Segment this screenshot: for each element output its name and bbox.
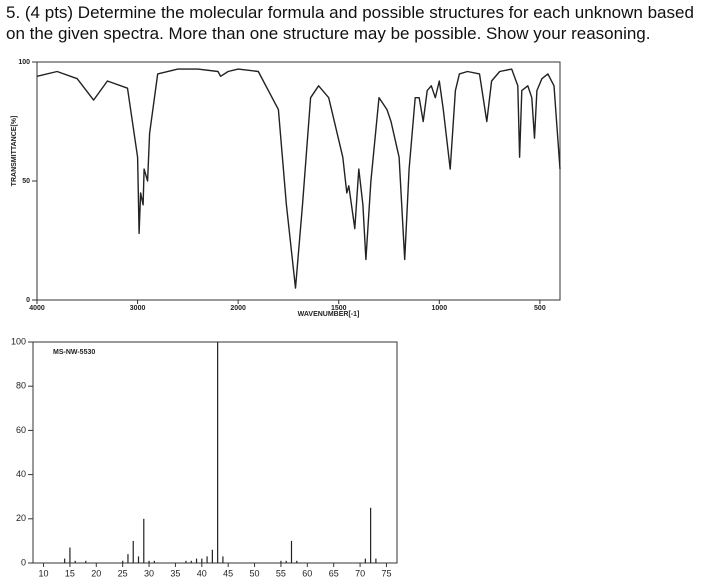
x-tick-label: 55 xyxy=(276,568,286,578)
spectrum-label: MS-NW-5530 xyxy=(53,349,95,356)
x-tick-label: 10 xyxy=(39,568,49,578)
x-tick-label: 25 xyxy=(118,568,128,578)
x-tick-label: 2000 xyxy=(230,305,246,312)
x-tick-label: 70 xyxy=(355,568,365,578)
x-tick-label: 65 xyxy=(329,568,339,578)
x-tick-label: 15 xyxy=(65,568,75,578)
y-tick-label: 20 xyxy=(16,513,26,523)
plot-frame xyxy=(32,341,398,564)
y-tick-label: 0 xyxy=(21,557,26,567)
ir-trace xyxy=(36,68,561,289)
x-tick-label: 35 xyxy=(170,568,180,578)
y-tick-label: 80 xyxy=(16,381,26,391)
x-tick-label: 75 xyxy=(381,568,391,578)
y-axis-label: TRANSMITTANCE[%] xyxy=(11,116,18,187)
x-tick-label: 45 xyxy=(223,568,233,578)
x-tick-label: 30 xyxy=(144,568,154,578)
x-tick-label: 4000 xyxy=(29,305,45,312)
plot-frame xyxy=(36,61,561,301)
y-tick-label: 100 xyxy=(11,336,26,346)
x-tick-label: 50 xyxy=(250,568,260,578)
x-tick-label: 20 xyxy=(91,568,101,578)
x-tick-label: 1500 xyxy=(331,305,347,312)
y-tick-label: 40 xyxy=(16,469,26,479)
y-tick-label: 0 xyxy=(26,297,30,304)
x-tick-label: 3000 xyxy=(130,305,146,312)
x-tick-label: 40 xyxy=(197,568,207,578)
x-axis-label: WAVENUMBER[-1] xyxy=(298,311,360,318)
question-text: 5. (4 pts) Determine the molecular formu… xyxy=(6,3,694,43)
y-tick-label: 100 xyxy=(18,59,30,66)
y-tick-label: 50 xyxy=(22,178,30,185)
x-tick-label: 500 xyxy=(534,305,546,312)
x-tick-label: 1000 xyxy=(432,305,448,312)
y-tick-label: 60 xyxy=(16,425,26,435)
x-tick-label: 60 xyxy=(302,568,312,578)
